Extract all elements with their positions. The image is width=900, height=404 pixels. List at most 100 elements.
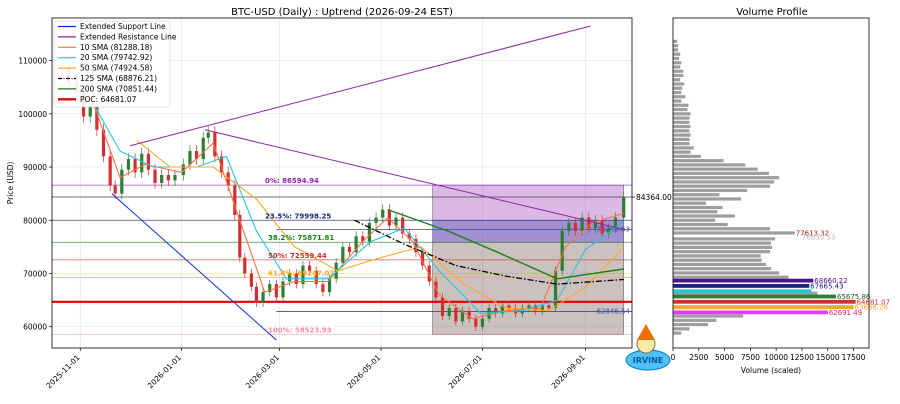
candle-body — [381, 209, 385, 218]
candle-body — [327, 278, 332, 293]
legend-label: 50 SMA (74924.58) — [80, 64, 152, 73]
volume-x-tick-label: 17500 — [842, 353, 866, 362]
candle-body — [146, 153, 150, 170]
candle-body — [480, 318, 485, 327]
candle-body — [274, 284, 278, 298]
last-price-label: 84364.00 — [636, 193, 672, 202]
candle-body — [361, 236, 365, 242]
volume-bar-highlight — [673, 294, 836, 299]
y-tick-label: 100000 — [18, 110, 47, 119]
legend-label: Extended Resistance Line — [80, 32, 177, 41]
candle-body — [573, 222, 578, 231]
x-tick-label: 2026-01-01 — [146, 353, 183, 390]
volume-bar — [673, 176, 780, 180]
volume-bar — [673, 154, 701, 158]
legend-label: 200 SMA (70851.44) — [80, 84, 157, 93]
volume-bar — [673, 142, 690, 146]
candle-body — [261, 292, 265, 303]
volume-bar — [673, 184, 770, 188]
volume-level-label: 63686.28 — [855, 304, 888, 312]
y-tick-label: 80000 — [23, 216, 47, 225]
trend-line-resistance — [129, 25, 591, 147]
candle-body — [153, 169, 157, 183]
candle-body — [547, 305, 551, 309]
candle-body — [160, 175, 164, 183]
volume-panel: Volume Profile 77613.3276830.5368660.226… — [671, 7, 890, 375]
x-tick-label: 2026-05-01 — [345, 353, 382, 390]
volume-bar — [673, 214, 735, 218]
x-tick-label: 2026-07-01 — [447, 353, 484, 390]
candle-body — [507, 305, 511, 309]
candle-body — [374, 217, 378, 223]
volume-x-tick-label: 7500 — [741, 353, 760, 362]
last-price-marker: 84364.00 — [632, 193, 672, 202]
candle-body — [226, 172, 230, 186]
sma-line-sma125 — [354, 219, 624, 285]
candle-body — [120, 169, 124, 194]
volume-bar — [673, 167, 758, 171]
candle-body — [188, 151, 192, 165]
fib-label: 38.2%: 75871.81 — [268, 234, 334, 242]
candle-body — [394, 217, 398, 226]
volume-bar — [673, 69, 684, 73]
volume-level-label: 67665.43 — [810, 282, 843, 290]
volume-bar — [673, 48, 679, 52]
y-axis: 60000 70000 80000 90000 100000 110000 — [18, 57, 52, 332]
shaded-zone — [432, 184, 624, 243]
fib-label: 100%: 58523.93 — [268, 327, 332, 335]
candle-body — [341, 246, 345, 263]
volume-x-tick-label: 2500 — [689, 353, 708, 362]
volume-bar — [673, 120, 690, 124]
fib-label: 61.8%: 69247.07 — [268, 269, 334, 277]
volume-bars — [673, 39, 856, 335]
plot-frame — [51, 17, 633, 349]
volume-bar — [673, 197, 742, 201]
volume-bar — [673, 146, 694, 150]
y-tick-label: 70000 — [23, 269, 47, 278]
main-panel: BTC-USD (Daily) : Uptrend (2026-09-24 ES… — [6, 7, 672, 390]
candle-body — [249, 273, 254, 287]
x-tick-label: 2026-03-01 — [244, 353, 281, 390]
candle-body — [334, 262, 338, 279]
candle-body — [613, 217, 617, 229]
candle-body — [101, 129, 106, 157]
candle-body — [95, 105, 99, 130]
volume-level-label: 62691.49 — [829, 309, 862, 317]
volume-bar-highlight — [673, 284, 810, 288]
volume-bar — [673, 327, 690, 331]
y-tick-label: 60000 — [23, 323, 47, 332]
volume-bar — [673, 73, 684, 78]
volume-bar — [673, 78, 681, 82]
volume-level-label: 77613.32 — [796, 229, 829, 237]
volume-bar — [673, 267, 771, 271]
volume-x-tick-label: 10000 — [764, 353, 788, 362]
volume-bar — [673, 44, 679, 48]
volume-x-tick-label: 5000 — [715, 353, 734, 362]
candle-body — [580, 217, 584, 231]
candle-body — [288, 273, 292, 282]
volume-bar — [673, 180, 775, 184]
candle-body — [194, 151, 199, 160]
candle-body — [600, 220, 604, 234]
candle-body — [447, 308, 451, 317]
fib-label: 23.5%: 79998.25 — [265, 212, 331, 220]
y-tick-label: 90000 — [23, 163, 47, 172]
volume-bar — [673, 314, 744, 318]
volume-bar-highlight — [673, 278, 814, 283]
volume-bar — [673, 262, 766, 267]
candle-body — [108, 156, 112, 186]
x-tick-label: 2026-09-01 — [550, 353, 587, 390]
volume-level-label: 68660.22 — [814, 277, 847, 285]
volume-bar — [673, 61, 682, 65]
y-axis-label: Price (USD) — [6, 162, 15, 205]
volume-level-label: 76830.53 — [802, 234, 835, 242]
volume-bar — [673, 188, 748, 193]
volume-bar — [673, 150, 691, 154]
candle-body — [213, 132, 217, 157]
volume-bar — [673, 218, 716, 222]
candle-body — [206, 132, 210, 138]
candle-body — [314, 270, 318, 285]
candle-body — [494, 308, 498, 314]
